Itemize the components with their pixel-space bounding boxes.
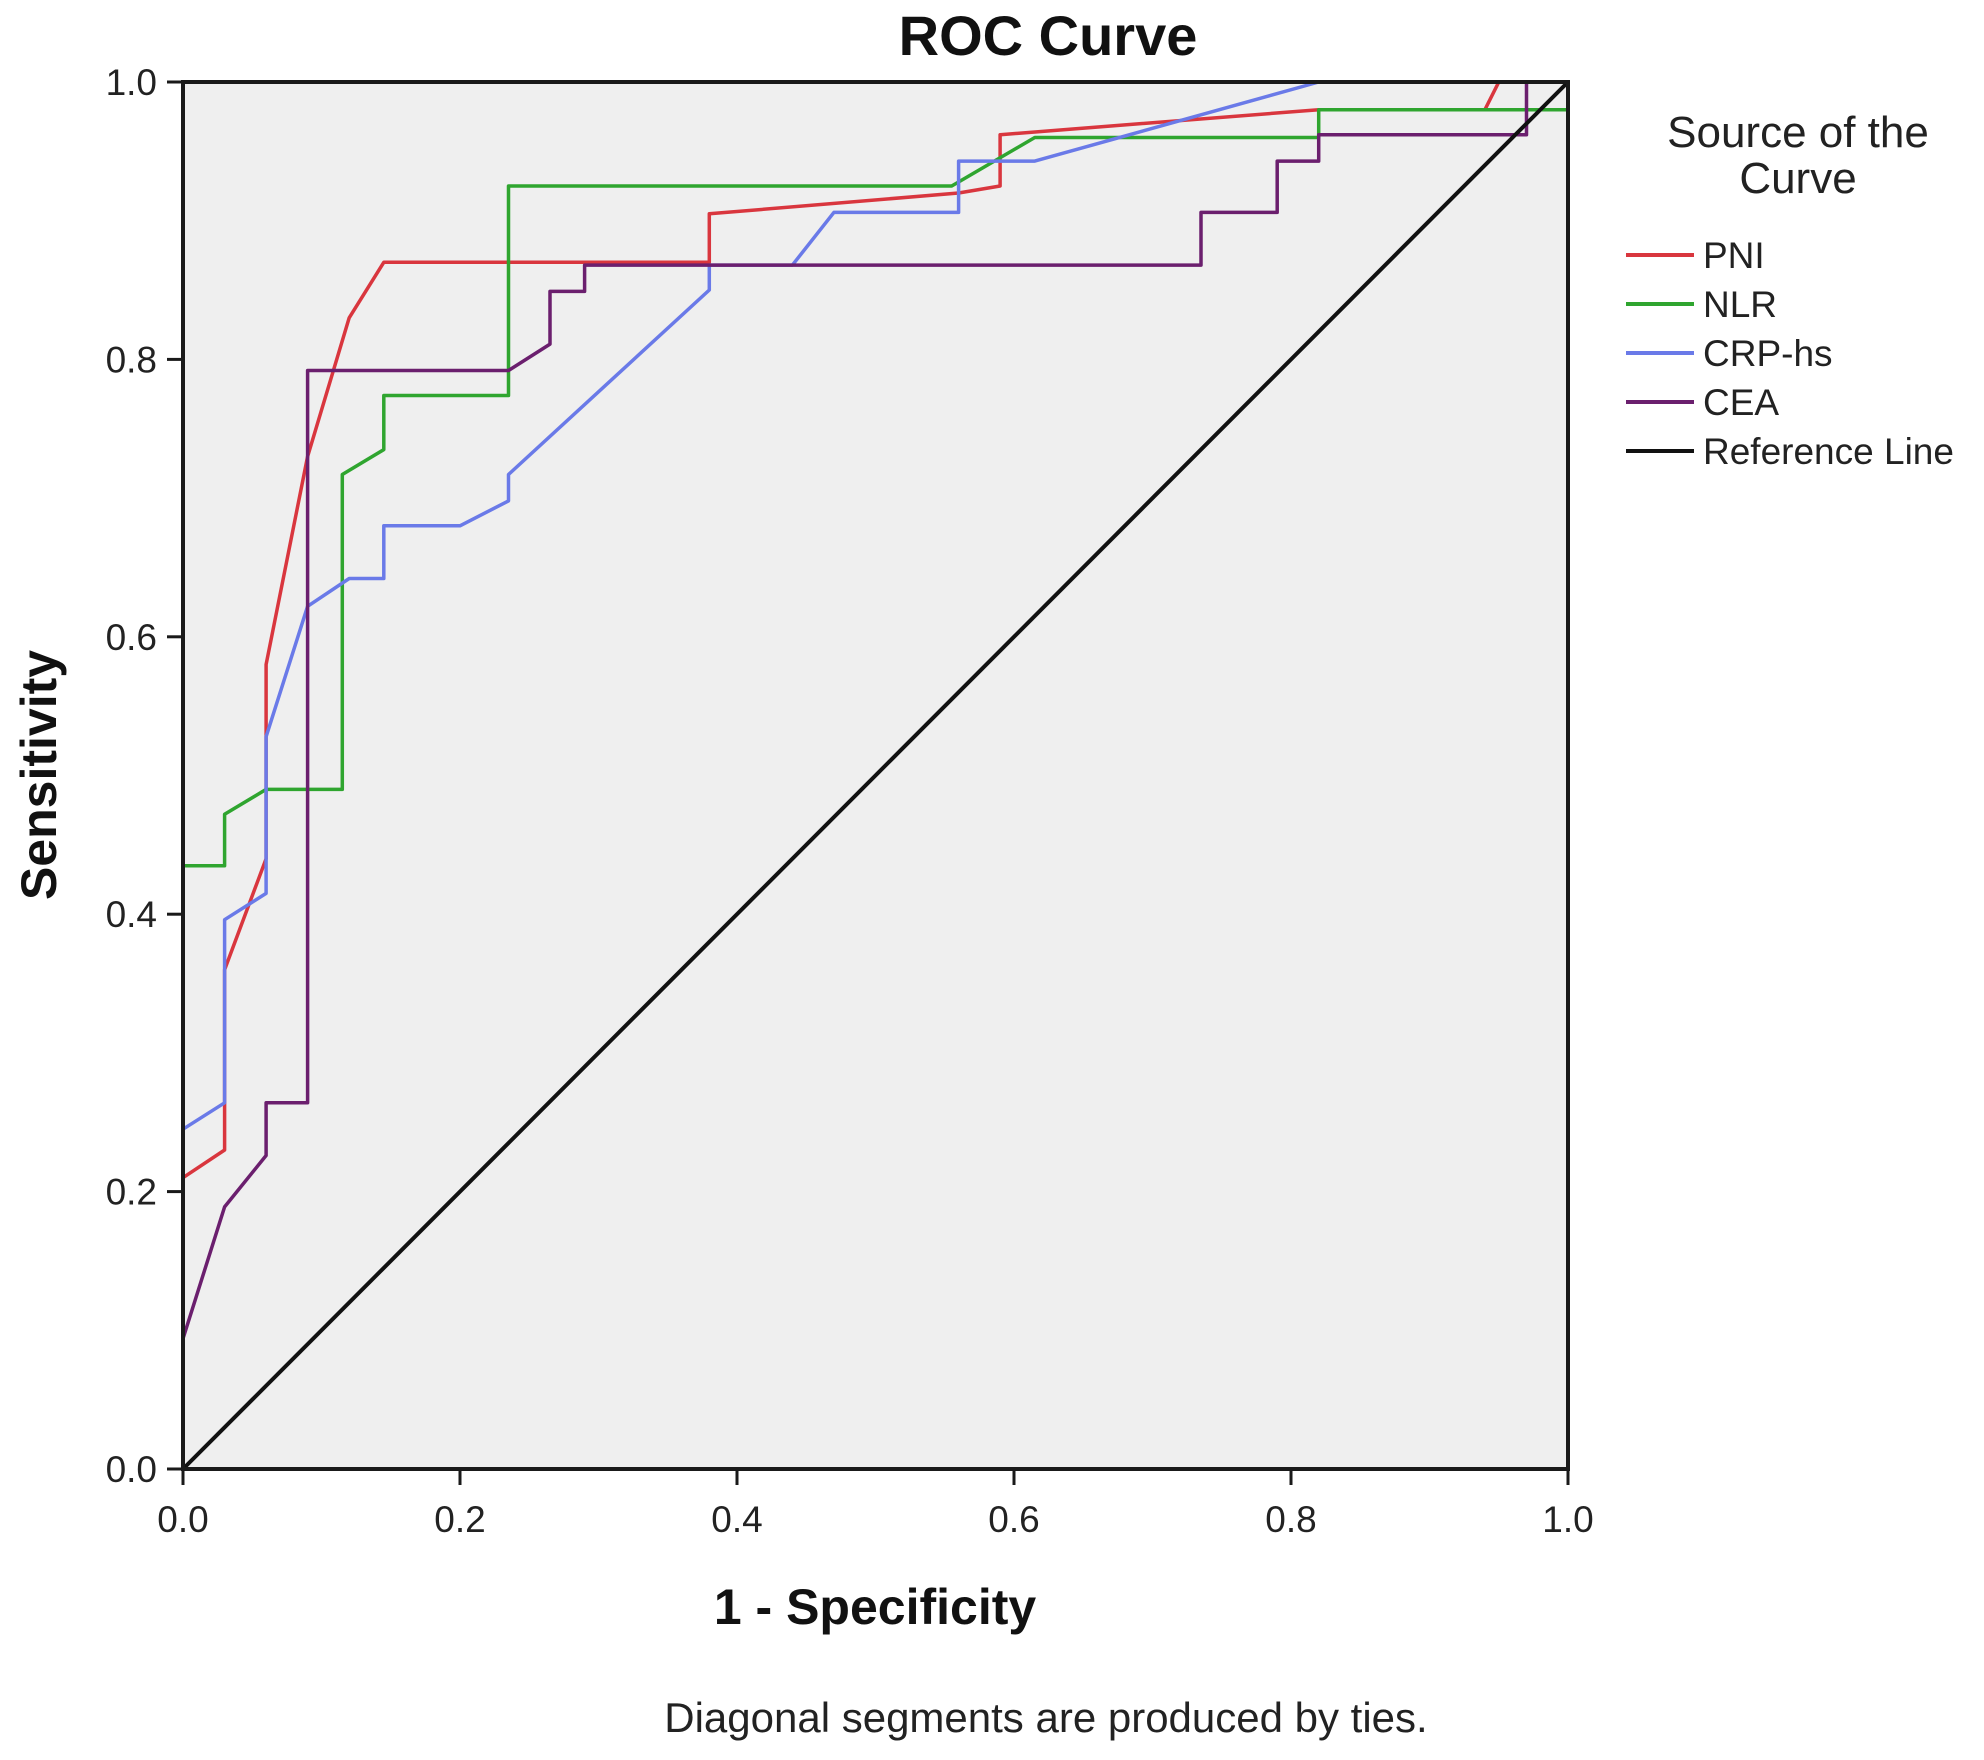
x-axis-ticks: 0.0 0.2 0.4 0.6 0.8 1.0: [157, 1469, 1594, 1540]
x-tick-label: 0.2: [434, 1499, 485, 1540]
x-axis-title: 1 - Specificity: [714, 1579, 1037, 1635]
y-tick-label: 0.4: [106, 894, 157, 935]
x-tick-label: 1.0: [1542, 1499, 1593, 1540]
x-tick-label: 0.4: [711, 1499, 762, 1540]
y-tick-label: 0.6: [106, 617, 157, 658]
x-tick-label: 0.0: [157, 1499, 208, 1540]
legend: Source of the Curve PNI NLR CRP-hs CEA Refer…: [1626, 108, 1954, 472]
series-line-cea: [181, 80, 1568, 1469]
series-layer: [181, 80, 1570, 1471]
y-tick-label: 0.8: [106, 339, 157, 380]
series-line-reference-line: [181, 80, 1570, 1471]
legend-title-line-1: Source of the: [1667, 108, 1929, 157]
legend-label-reference-line: Reference Line: [1703, 431, 1954, 472]
series-line-nlr: [181, 82, 1570, 1469]
y-tick-label: 0.2: [106, 1172, 157, 1213]
y-axis-ticks: 0.0 0.2 0.4 0.6 0.8 1.0: [106, 62, 183, 1490]
legend-title-line-2: Curve: [1739, 154, 1856, 203]
series-line-crp-hs: [181, 80, 1568, 1469]
legend-label-cea: CEA: [1703, 382, 1779, 423]
footnote: Diagonal segments are produced by ties.: [664, 1694, 1427, 1741]
legend-items: PNI NLR CRP-hs CEA Reference Line: [1626, 235, 1954, 472]
chart-title: ROC Curve: [899, 4, 1198, 67]
legend-label-pni: PNI: [1703, 235, 1765, 276]
y-axis-title: Sensitivity: [11, 650, 67, 900]
x-tick-label: 0.6: [988, 1499, 1039, 1540]
legend-label-crp-hs: CRP-hs: [1703, 333, 1833, 374]
legend-label-nlr: NLR: [1703, 284, 1777, 325]
plot-frame: [181, 80, 1570, 1471]
y-tick-label: 0.0: [106, 1449, 157, 1490]
x-tick-label: 0.8: [1265, 1499, 1316, 1540]
y-tick-label: 1.0: [106, 62, 157, 103]
